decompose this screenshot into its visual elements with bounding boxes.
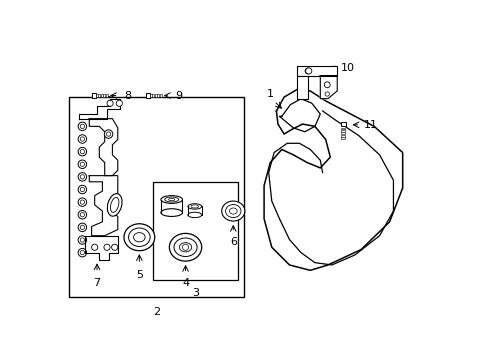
Bar	[157, 94, 159, 98]
Text: 6: 6	[229, 237, 236, 247]
Ellipse shape	[187, 212, 202, 217]
Bar	[341, 127, 345, 130]
Text: 2: 2	[152, 307, 160, 316]
Ellipse shape	[225, 204, 241, 217]
Polygon shape	[320, 76, 337, 99]
Bar	[98, 94, 100, 98]
Bar	[340, 122, 346, 126]
Circle shape	[106, 132, 110, 136]
Circle shape	[78, 185, 86, 194]
Circle shape	[80, 225, 84, 230]
Circle shape	[78, 135, 86, 143]
Circle shape	[78, 248, 86, 257]
Circle shape	[91, 244, 98, 250]
Circle shape	[78, 147, 86, 156]
Text: 5: 5	[136, 270, 142, 280]
Circle shape	[324, 82, 329, 88]
Bar	[96, 94, 98, 98]
Polygon shape	[89, 119, 118, 176]
Circle shape	[80, 238, 84, 242]
Circle shape	[78, 122, 86, 131]
Bar	[341, 132, 345, 134]
Ellipse shape	[164, 197, 178, 202]
Bar	[153, 182, 238, 280]
Circle shape	[78, 236, 86, 244]
Ellipse shape	[107, 194, 122, 216]
Bar	[91, 93, 96, 98]
Circle shape	[78, 160, 86, 168]
Bar	[297, 66, 337, 76]
Ellipse shape	[229, 208, 237, 214]
Circle shape	[80, 175, 84, 179]
Circle shape	[78, 173, 86, 181]
Circle shape	[107, 100, 113, 106]
Circle shape	[80, 200, 84, 204]
Text: 3: 3	[192, 288, 199, 298]
Circle shape	[182, 244, 188, 250]
Circle shape	[80, 251, 84, 255]
Circle shape	[80, 137, 84, 141]
Bar	[297, 76, 307, 99]
Polygon shape	[79, 99, 120, 119]
Circle shape	[325, 92, 329, 96]
Ellipse shape	[221, 201, 244, 221]
Ellipse shape	[161, 209, 182, 216]
Text: 9: 9	[175, 91, 183, 100]
Ellipse shape	[190, 205, 198, 208]
Bar	[159, 94, 161, 98]
Bar	[101, 94, 102, 98]
Bar	[341, 138, 345, 139]
Circle shape	[80, 187, 84, 192]
Circle shape	[116, 100, 122, 106]
Circle shape	[80, 149, 84, 154]
Circle shape	[104, 244, 110, 250]
Text: 1: 1	[266, 89, 273, 99]
Text: 11: 11	[363, 120, 377, 130]
Ellipse shape	[187, 204, 202, 209]
Circle shape	[104, 130, 113, 138]
Ellipse shape	[161, 195, 182, 203]
Bar	[105, 94, 107, 98]
Bar	[149, 94, 151, 98]
Ellipse shape	[110, 197, 119, 212]
Bar	[68, 97, 244, 297]
Text: 8: 8	[123, 91, 131, 100]
Bar	[152, 94, 154, 98]
Circle shape	[80, 162, 84, 166]
Ellipse shape	[169, 233, 202, 261]
Bar	[341, 135, 345, 137]
Circle shape	[80, 213, 84, 217]
Circle shape	[305, 68, 311, 74]
Circle shape	[78, 223, 86, 231]
Circle shape	[78, 198, 86, 206]
Polygon shape	[85, 236, 118, 260]
Ellipse shape	[168, 198, 174, 201]
Bar	[341, 130, 345, 132]
Text: 10: 10	[341, 63, 354, 73]
Polygon shape	[89, 176, 118, 236]
Bar	[154, 94, 156, 98]
Ellipse shape	[174, 238, 197, 256]
Bar	[145, 93, 149, 98]
Circle shape	[305, 68, 310, 74]
Circle shape	[78, 211, 86, 219]
Bar	[103, 94, 105, 98]
Text: 7: 7	[93, 278, 101, 288]
Ellipse shape	[133, 233, 145, 242]
Circle shape	[111, 244, 118, 250]
Text: 4: 4	[182, 278, 189, 288]
Ellipse shape	[123, 224, 154, 251]
Ellipse shape	[128, 228, 150, 247]
Ellipse shape	[179, 243, 191, 252]
Circle shape	[80, 124, 84, 129]
